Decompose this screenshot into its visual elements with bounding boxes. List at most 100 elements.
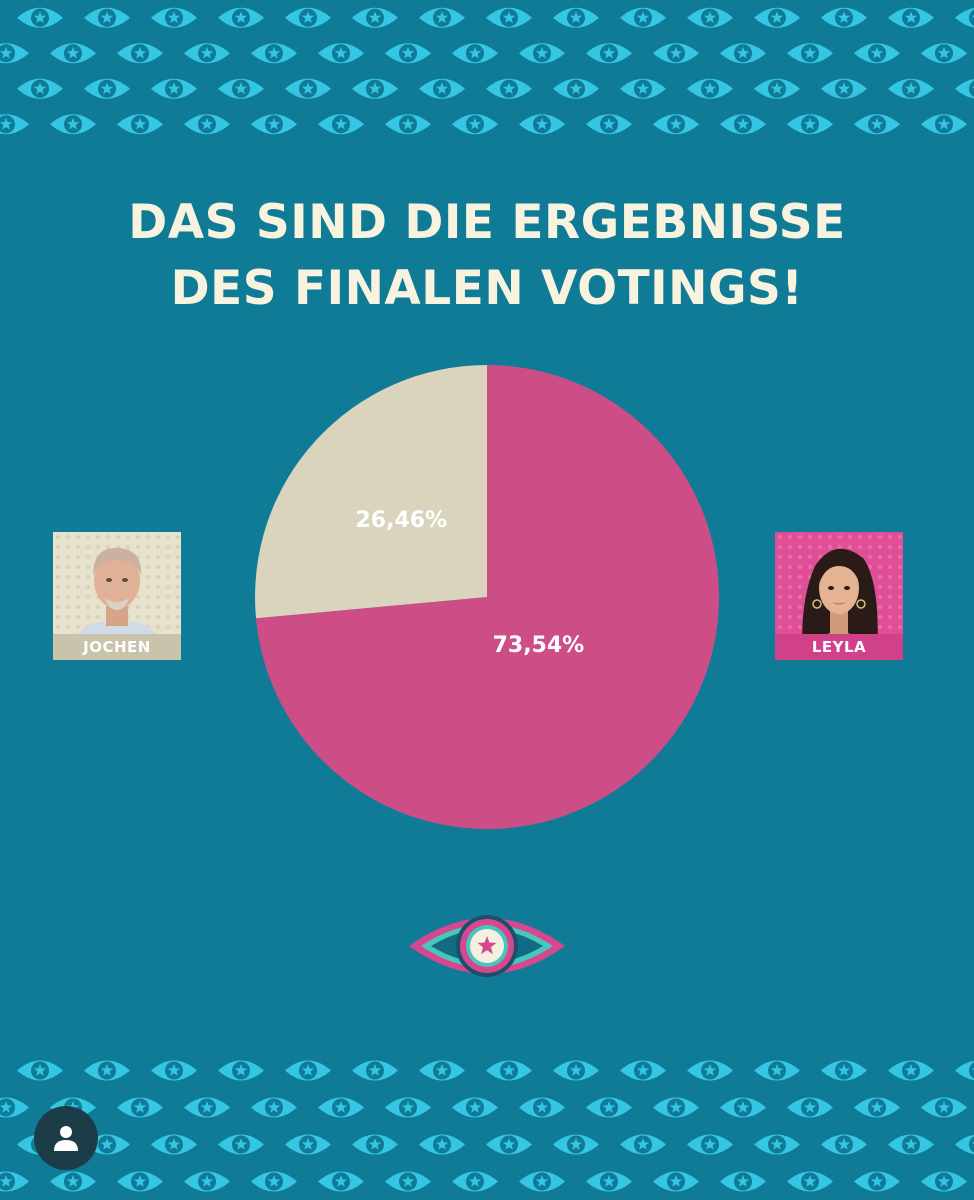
page-title: DAS SIND DIE ERGEBNISSE DES FINALEN VOTI…	[0, 190, 974, 322]
eye-star-icon	[486, 78, 532, 99]
eye-star-icon	[385, 1097, 431, 1118]
eye-star-icon	[955, 1060, 974, 1081]
eye-star-icon	[452, 1171, 498, 1192]
eye-star-icon	[318, 114, 364, 135]
eye-star-icon	[553, 1060, 599, 1081]
eye-star-icon	[586, 114, 632, 135]
eye-star-icon	[17, 78, 63, 99]
eye-star-icon	[452, 43, 498, 64]
eye-star-icon	[117, 1097, 163, 1118]
eye-star-icon	[385, 114, 431, 135]
eye-star-icon	[352, 1134, 398, 1155]
eye-star-icon	[821, 78, 867, 99]
eye-star-icon	[486, 1134, 532, 1155]
eye-star-icon	[117, 1171, 163, 1192]
eye-star-icon	[50, 1171, 96, 1192]
eye-star-icon	[620, 1134, 666, 1155]
eye-star-icon	[553, 1134, 599, 1155]
eye-star-icon	[854, 1097, 900, 1118]
user-icon	[54, 1126, 78, 1151]
eye-star-icon	[653, 1171, 699, 1192]
eye-star-icon	[151, 1134, 197, 1155]
eye-star-icon	[888, 1060, 934, 1081]
eye-star-icon	[419, 1134, 465, 1155]
candidate-card-jochen: JOCHEN	[53, 532, 181, 660]
eye-star-icon	[184, 43, 230, 64]
eye-star-icon	[620, 7, 666, 28]
eye-star-icon	[486, 1060, 532, 1081]
eye-star-icon	[620, 78, 666, 99]
eye-star-icon	[251, 1097, 297, 1118]
eye-star-icon	[84, 1060, 130, 1081]
eye-star-icon	[720, 1171, 766, 1192]
eye-star-icon	[687, 1134, 733, 1155]
title-line-2: DES FINALEN VOTINGS!	[170, 261, 804, 316]
eye-star-icon	[921, 1097, 967, 1118]
eye-star-icon	[620, 1060, 666, 1081]
eye-star-icon	[720, 43, 766, 64]
eye-star-icon	[251, 1171, 297, 1192]
eye-star-icon	[452, 1097, 498, 1118]
eye-star-icon	[151, 7, 197, 28]
eye-star-icon	[720, 114, 766, 135]
eye-star-icon	[754, 78, 800, 99]
eye-star-icon	[218, 7, 264, 28]
eye-star-icon	[318, 1097, 364, 1118]
eye-star-icon	[285, 78, 331, 99]
eye-star-icon	[184, 114, 230, 135]
eye-star-icon	[184, 1171, 230, 1192]
eye-star-icon	[50, 43, 96, 64]
eye-star-icon	[821, 1060, 867, 1081]
eye-star-icon	[419, 1060, 465, 1081]
eye-star-icon	[318, 43, 364, 64]
eye-star-icon	[754, 7, 800, 28]
eye-star-icon	[486, 7, 532, 28]
eye-star-icon	[787, 114, 833, 135]
candidate-name-jochen: JOCHEN	[53, 634, 181, 660]
eye-star-icon	[955, 1134, 974, 1155]
eye-star-icon	[117, 114, 163, 135]
eye-star-icon	[285, 1134, 331, 1155]
eye-star-icon	[352, 78, 398, 99]
eye-star-icon	[151, 1060, 197, 1081]
eye-star-icon	[888, 1134, 934, 1155]
eye-star-icon	[854, 1171, 900, 1192]
eye-star-icon	[955, 79, 974, 99]
eye-star-icon	[184, 1097, 230, 1118]
pie-slice-jochen	[255, 365, 487, 619]
eye-pattern-bottom	[0, 1052, 974, 1200]
eye-star-icon	[854, 43, 900, 64]
eye-star-icon	[821, 1134, 867, 1155]
eye-pattern-top	[0, 0, 974, 142]
eye-star-icon	[84, 78, 130, 99]
eye-star-icon	[285, 7, 331, 28]
eye-star-icon	[553, 7, 599, 28]
eye-star-icon	[653, 43, 699, 64]
eye-star-icon	[285, 1060, 331, 1081]
eye-star-icon	[553, 78, 599, 99]
profile-button[interactable]	[34, 1106, 98, 1170]
eye-star-icon	[586, 1097, 632, 1118]
eye-star-icon	[385, 43, 431, 64]
eye-star-icon-pattern	[0, 1060, 974, 1192]
eye-star-icon	[251, 43, 297, 64]
eye-star-icon	[519, 43, 565, 64]
eye-star-icon	[0, 114, 29, 135]
eye-star-icon	[921, 114, 967, 135]
eye-star-icon	[352, 7, 398, 28]
eye-star-icon	[17, 7, 63, 28]
eye-star-icon	[586, 1171, 632, 1192]
eye-star-icon	[0, 1171, 29, 1192]
eye-star-icon	[687, 78, 733, 99]
eye-star-icon	[888, 7, 934, 28]
eye-star-icon-pattern	[0, 7, 974, 135]
eye-star-icon	[318, 1171, 364, 1192]
eye-star-icon	[754, 1134, 800, 1155]
eye-star-icon	[218, 78, 264, 99]
pie-slice-leyla-label: 73,54%	[493, 633, 585, 658]
eye-star-icon	[419, 7, 465, 28]
eye-star-icon	[888, 78, 934, 99]
eye-star-icon	[720, 1097, 766, 1118]
eye-star-icon	[218, 1134, 264, 1155]
